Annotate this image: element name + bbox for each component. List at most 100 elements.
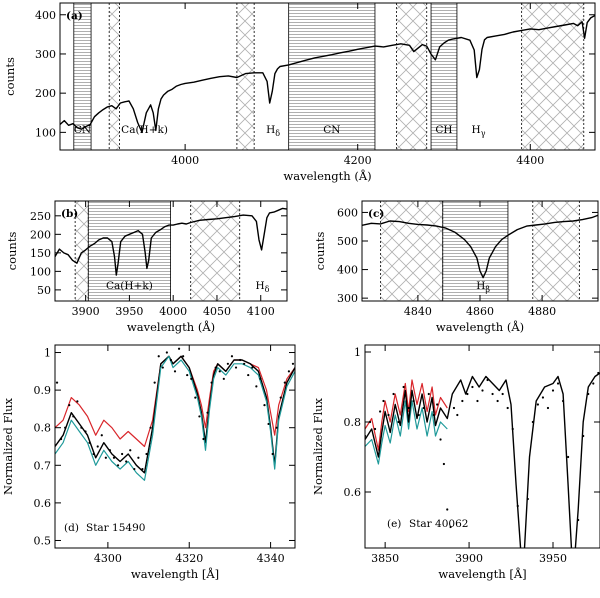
panel-tag: (e) xyxy=(387,518,401,530)
data-point xyxy=(526,497,529,501)
plot-area xyxy=(55,201,287,301)
region-hatch xyxy=(75,201,89,301)
data-point xyxy=(96,445,99,448)
data-point xyxy=(153,381,156,384)
feature-label: Hγ xyxy=(472,124,486,138)
data-point xyxy=(100,434,103,437)
data-point xyxy=(64,426,67,429)
y-tick-label: 100 xyxy=(35,126,56,139)
panel-tag: (b) xyxy=(61,208,78,220)
data-point xyxy=(382,399,385,403)
x-tick-label: 4340 xyxy=(257,552,285,565)
data-point xyxy=(402,385,405,389)
feature-label: Ca(H+k) xyxy=(106,280,153,292)
region-hlines xyxy=(431,3,457,150)
data-point xyxy=(72,415,75,418)
region-hlines xyxy=(88,201,171,301)
data-point xyxy=(442,462,445,466)
data-point xyxy=(531,420,534,424)
data-point xyxy=(417,413,420,417)
data-point xyxy=(177,347,181,350)
region-hatch xyxy=(396,3,427,150)
x-tick-label: 3950 xyxy=(115,305,143,318)
data-point xyxy=(287,370,290,373)
series-spectrum xyxy=(55,207,287,276)
data-point xyxy=(133,467,136,471)
data-point xyxy=(572,561,574,563)
y-tick-label: 0.8 xyxy=(344,416,362,429)
data-point xyxy=(501,392,504,396)
data-point xyxy=(161,366,164,369)
panel-tag: (a) xyxy=(66,10,83,22)
data-point xyxy=(182,355,185,358)
region-hlines xyxy=(288,3,375,150)
data-point xyxy=(506,406,509,410)
data-point xyxy=(141,467,144,471)
x-tick-label: 4400 xyxy=(516,154,544,167)
x-tick-label: 4840 xyxy=(404,305,432,318)
plot-area xyxy=(60,3,595,150)
data-point xyxy=(190,377,193,380)
data-point xyxy=(137,456,140,459)
data-point xyxy=(392,392,395,396)
plot-area xyxy=(362,201,598,301)
data-point xyxy=(432,413,435,417)
y-tick-label: 0.5 xyxy=(34,534,52,547)
data-point xyxy=(169,358,173,362)
region-hatch xyxy=(380,201,443,301)
data-point xyxy=(452,406,456,410)
data-point xyxy=(587,392,590,396)
data-point xyxy=(88,441,91,444)
y-axis-label: counts xyxy=(313,232,327,271)
plot-area xyxy=(55,347,295,481)
x-axis-label: wavelength (Å) xyxy=(283,169,371,183)
feature-label: Hδ xyxy=(266,124,280,138)
data-point xyxy=(439,438,442,441)
data-point xyxy=(206,411,209,414)
y-axis-label: Normalized Flux xyxy=(311,397,325,495)
data-point xyxy=(461,399,464,403)
panel-c: 4840 4860 4880 300 400 500 600 wavelength (Å) co… xyxy=(313,200,599,334)
y-tick-label: 0.8 xyxy=(34,422,52,435)
data-point xyxy=(546,406,550,410)
x-axis-label: wavelength (Å) xyxy=(127,320,215,334)
x-tick-label: 3850 xyxy=(371,552,399,565)
data-point xyxy=(516,504,519,508)
x-tick-label: 4320 xyxy=(175,552,203,565)
series-model-red xyxy=(365,379,448,451)
data-point xyxy=(194,396,197,399)
data-point xyxy=(283,381,286,384)
data-point xyxy=(251,366,254,369)
data-point xyxy=(234,366,238,369)
region-hatch xyxy=(109,3,120,150)
y-tick-label: 50 xyxy=(37,284,51,297)
y-tick-label: 1 xyxy=(44,347,51,360)
data-point xyxy=(471,385,474,389)
feature-label: Hβ xyxy=(476,280,490,294)
y-tick-label: 0.9 xyxy=(34,384,52,397)
y-tick-label: 200 xyxy=(35,87,56,100)
y-tick-label: 300 xyxy=(337,292,358,305)
data-point xyxy=(238,358,242,362)
data-point xyxy=(541,396,545,399)
x-axis-label: wavelength (Å) xyxy=(436,320,524,334)
feature-label: CN xyxy=(323,124,340,136)
plot-frame xyxy=(54,200,288,302)
series-model-black xyxy=(365,372,600,548)
data-point xyxy=(76,400,79,403)
data-point xyxy=(243,362,246,365)
x-axis-label: wavelength [Å] xyxy=(131,567,219,581)
data-point xyxy=(551,389,555,392)
panel-tag: (c) xyxy=(368,208,384,220)
data-point xyxy=(145,452,148,456)
data-point xyxy=(198,415,201,418)
y-axis-label: Normalized Flux xyxy=(1,397,15,495)
data-point xyxy=(291,362,295,365)
y-tick-label: 400 xyxy=(337,264,358,277)
data-point xyxy=(456,413,459,417)
panel-b: 3900 3950 4000 4050 4100 50 100 150 200 250 wavele… xyxy=(5,200,288,334)
data-point xyxy=(214,366,217,369)
data-point xyxy=(379,410,382,413)
data-point xyxy=(466,392,469,396)
data-point xyxy=(476,399,479,403)
